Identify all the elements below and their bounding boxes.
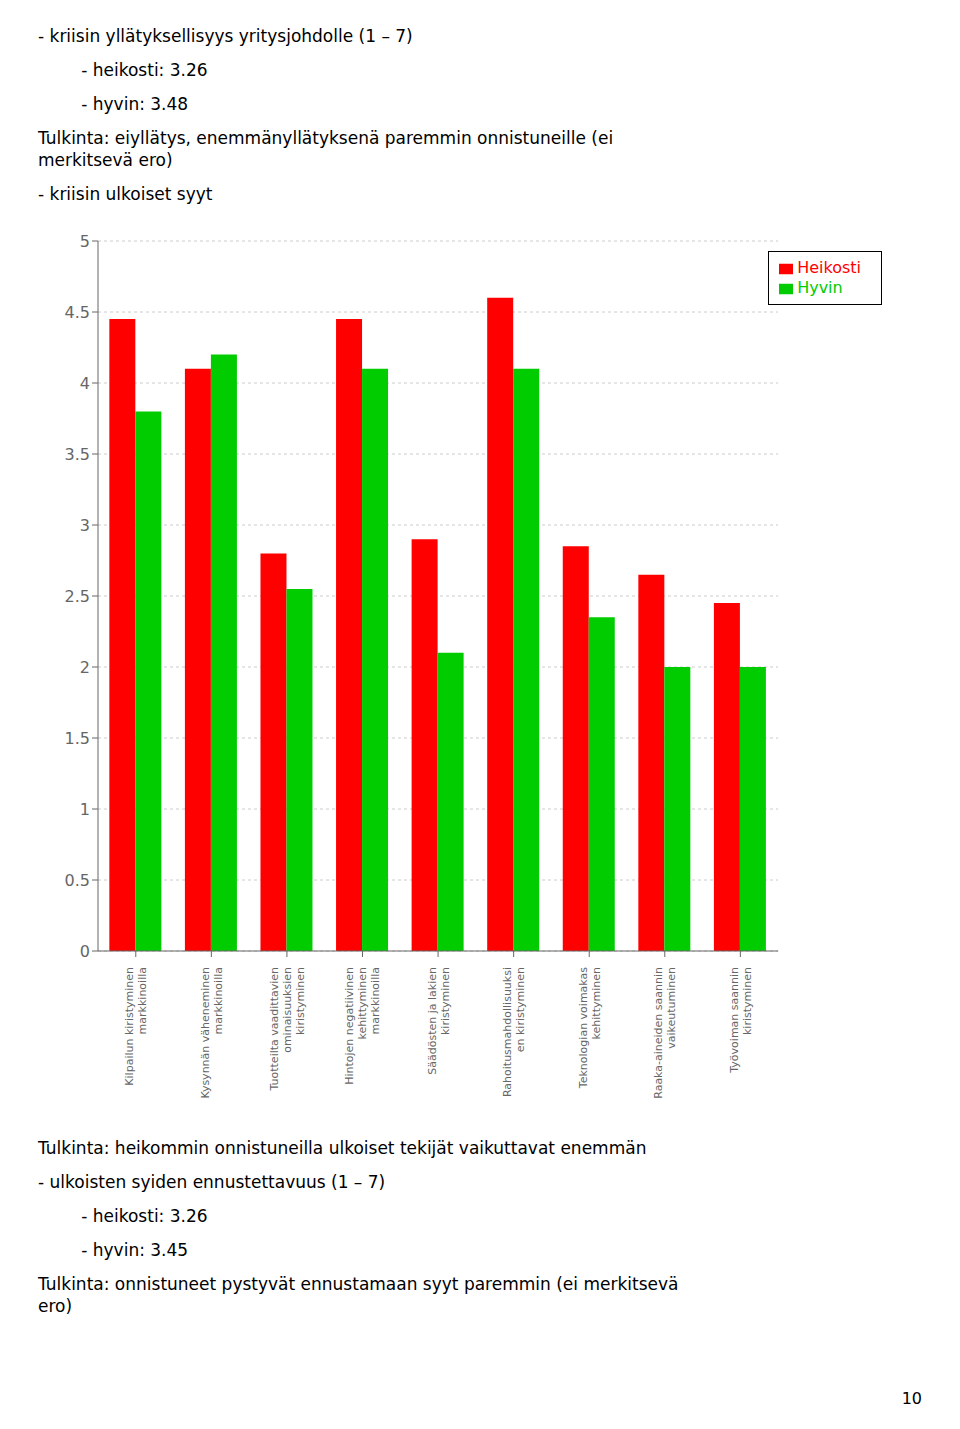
svg-text:Hintojen negatiivinenkehittymi: Hintojen negatiivinenkehittyminenmarkkin… [343,967,382,1085]
svg-text:4.5: 4.5 [65,303,90,322]
svg-text:Kysynnän väheneminenmarkkinoil: Kysynnän väheneminenmarkkinoilla [199,967,225,1099]
html-text:- heikosti: 3.26: - heikosti: 3.26 [38,60,208,80]
svg-text:2.5: 2.5 [65,587,90,606]
svg-text:Työvoiman saanninkiristyminen: Työvoiman saanninkiristyminen [728,967,754,1074]
svg-text:5: 5 [80,232,90,251]
svg-text:0: 0 [80,942,90,961]
svg-text:3.5: 3.5 [65,445,90,464]
svg-text:1: 1 [80,800,90,819]
html-text:Tulkinta: eiyllätys, enemmänyl: Tulkinta: eiyllätys, enemmänyllätyksenä … [38,128,614,170]
svg-text:Rahoitusmahdollisuuksien kiris: Rahoitusmahdollisuuksien kiristyminen [501,967,527,1097]
svg-text:Kilpailun kiristyminenmarkkino: Kilpailun kiristyminenmarkkinoilla [123,967,149,1086]
html-text:- kriisin yllätyksellisyys yri: - kriisin yllätyksellisyys yritysjohdoll… [38,26,413,46]
svg-text:2: 2 [80,658,90,677]
svg-text:4: 4 [80,374,90,393]
svg-text:Raaka-aineiden saanninvaikeutu: Raaka-aineiden saanninvaikeutuminen [652,967,678,1099]
html-text:- hyvin: 3.45: - hyvin: 3.45 [38,1240,189,1260]
html-text:Tulkinta: heikommin onnistunei: Tulkinta: heikommin onnistuneilla ulkois… [38,1138,647,1158]
html-text:10: 10 [901,1389,922,1408]
html-text:Hyvin: Hyvin [797,278,843,297]
html-text:Tulkinta: onnistuneet pystyvät: Tulkinta: onnistuneet pystyvät ennustama… [38,1274,679,1316]
svg-text:1.5: 1.5 [65,729,90,748]
svg-text:3: 3 [80,516,90,535]
svg-text:Tuotteilta vaadittavienominais: Tuotteilta vaadittavienominaisuuksienkir… [268,967,307,1092]
html-text:Heikosti: Heikosti [797,258,861,277]
html-text:- kriisin ulkoiset syyt: - kriisin ulkoiset syyt [38,184,213,204]
svg-text:Teknologian voimakaskehittymin: Teknologian voimakaskehittyminen [577,967,603,1089]
svg-text:0.5: 0.5 [65,871,90,890]
html-text:- hyvin: 3.48: - hyvin: 3.48 [38,94,189,114]
html-text:- ulkoisten syiden ennustettav: - ulkoisten syiden ennustettavuus (1 – 7… [38,1172,386,1192]
svg-text:Säädösten ja lakienkiristymine: Säädösten ja lakienkiristyminen [426,967,452,1075]
html-text:- heikosti: 3.26: - heikosti: 3.26 [38,1206,208,1226]
